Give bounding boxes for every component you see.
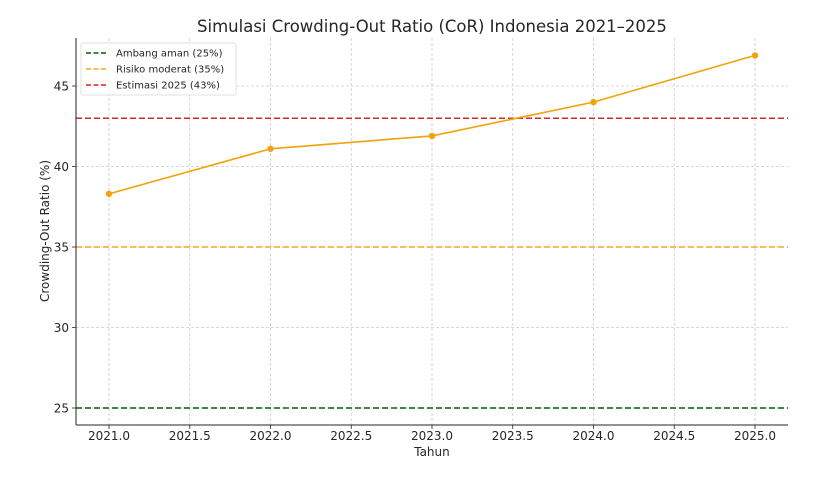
reference-lines [76, 117, 788, 409]
x-tick-label: 2022.0 [250, 429, 292, 443]
data-point [267, 145, 274, 152]
x-axis-ticks: 2021.0 2021.5 2022.0 2022.5 2023.0 2023.5 2024… [88, 425, 776, 443]
x-tick-label: 2025.0 [734, 429, 776, 443]
legend-box [80, 42, 237, 96]
grid [76, 38, 788, 425]
x-tick-label: 2021.5 [169, 429, 211, 443]
x-tick-label: 2021.0 [88, 429, 130, 443]
axes [75, 38, 788, 426]
y-axis-label: Crowding-Out Ratio (%) [38, 160, 52, 302]
x-tick-label: 2024.0 [573, 429, 615, 443]
y-tick-label: 30 [54, 321, 69, 335]
data-point [105, 190, 113, 198]
y-tick-label: 25 [54, 402, 69, 416]
y-tick-label: 45 [54, 80, 69, 94]
data-point [428, 132, 436, 140]
x-tick-label: 2023.0 [411, 429, 453, 443]
x-tick-label: 2024.5 [653, 429, 695, 443]
y-tick-label: 35 [54, 241, 69, 255]
x-tick-label: 2022.5 [330, 429, 372, 443]
y-axis-ticks: 25 30 35 40 45 [54, 80, 76, 416]
legend: Ambang aman (25%) Risiko moderat (35%) Est… [80, 42, 237, 96]
series-layer [105, 52, 759, 198]
x-axis-label: Tahun [413, 445, 450, 459]
legend-label: Estimasi 2025 (43%) [116, 81, 220, 92]
legend-label: Ambang aman (25%) [116, 49, 223, 60]
data-point [590, 98, 597, 106]
legend-label: Risiko moderat (35%) [116, 65, 224, 76]
data-point [751, 52, 759, 59]
chart-title: Simulasi Crowding-Out Ratio (CoR) Indone… [197, 17, 667, 36]
x-tick-label: 2023.5 [492, 429, 534, 443]
y-tick-label: 40 [54, 160, 69, 174]
